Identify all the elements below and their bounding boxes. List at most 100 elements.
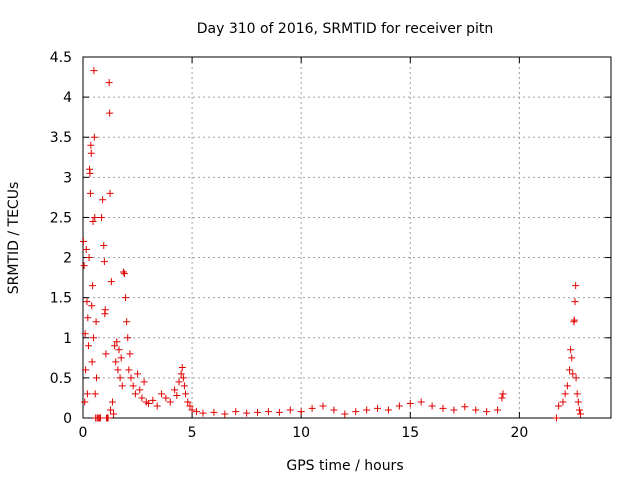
y-tick-label: 2.5	[50, 210, 72, 226]
data-point	[90, 67, 98, 75]
data-point-layer	[79, 67, 584, 422]
data-point	[576, 410, 584, 418]
y-tick-label: 3.5	[50, 130, 72, 146]
data-point	[171, 386, 179, 394]
data-point	[264, 408, 272, 416]
data-point	[173, 392, 181, 400]
data-point	[574, 398, 582, 406]
data-point	[117, 354, 125, 362]
x-axis-label: GPS time / hours	[286, 458, 403, 474]
data-point	[406, 400, 414, 408]
data-point	[118, 382, 126, 390]
y-tick-label: 2	[63, 251, 72, 267]
data-point	[84, 314, 92, 322]
data-point	[87, 141, 95, 149]
data-point	[98, 213, 106, 221]
data-point	[243, 409, 251, 417]
data-point	[126, 350, 134, 358]
data-point	[138, 394, 146, 402]
data-point	[107, 278, 115, 286]
data-point	[93, 374, 101, 382]
data-point	[319, 402, 327, 410]
data-point	[363, 406, 371, 414]
data-point	[134, 370, 142, 378]
data-point	[395, 402, 403, 410]
data-point	[188, 406, 196, 414]
data-point	[91, 390, 99, 398]
data-point	[568, 354, 576, 362]
data-point	[127, 374, 135, 382]
x-tick-label: 5	[188, 425, 197, 441]
data-point	[572, 374, 580, 382]
data-point	[461, 403, 469, 411]
data-point	[89, 217, 97, 225]
data-point	[499, 390, 507, 398]
data-point	[102, 350, 110, 358]
data-point	[116, 374, 124, 382]
data-point	[573, 390, 581, 398]
data-point	[308, 404, 316, 412]
data-point	[88, 358, 96, 366]
data-point	[571, 298, 579, 306]
data-point	[498, 394, 506, 402]
data-point	[124, 334, 132, 342]
data-point	[80, 262, 88, 270]
data-point	[561, 390, 569, 398]
data-point	[92, 318, 100, 326]
data-point	[82, 366, 90, 374]
data-point	[140, 378, 148, 386]
data-point	[125, 366, 133, 374]
y-tick-label: 4	[63, 90, 72, 106]
data-point	[221, 410, 229, 418]
data-point	[106, 189, 114, 197]
data-point	[166, 398, 174, 406]
data-point	[86, 189, 94, 197]
data-point	[178, 363, 186, 371]
tick-label-layer: 0 5 10 15 20 0 0.5 1 1.5 2 2.5 3 3.5 4 4.5	[50, 50, 529, 441]
data-point	[99, 196, 107, 204]
y-tick-label: 1.5	[50, 291, 72, 307]
data-point	[472, 406, 480, 414]
data-point	[572, 282, 580, 290]
data-point	[108, 398, 116, 406]
data-point	[149, 396, 157, 404]
data-point	[352, 408, 360, 416]
data-point	[175, 378, 183, 386]
data-point	[494, 406, 502, 414]
data-point	[91, 213, 99, 221]
data-point	[112, 358, 120, 366]
data-point	[113, 338, 121, 346]
data-point	[114, 366, 122, 374]
data-point	[129, 382, 137, 390]
data-point	[552, 414, 560, 422]
data-point	[555, 402, 563, 410]
y-tick-label: 4.5	[50, 50, 72, 66]
data-point	[96, 414, 104, 422]
tick-layer	[82, 56, 611, 419]
data-point	[192, 408, 200, 416]
y-tick-label: 3	[63, 170, 72, 186]
data-point	[120, 270, 128, 278]
data-point	[115, 346, 123, 354]
data-point	[119, 268, 127, 276]
data-point	[232, 408, 240, 416]
data-point	[83, 390, 91, 398]
data-point	[210, 408, 218, 416]
data-point	[286, 406, 294, 414]
data-point	[162, 394, 170, 402]
data-point	[569, 370, 577, 378]
data-point	[417, 398, 425, 406]
data-point	[83, 298, 91, 306]
data-point	[374, 404, 382, 412]
grid-layer	[83, 57, 611, 418]
data-point	[111, 342, 119, 350]
data-point	[144, 400, 152, 408]
data-point	[182, 390, 190, 398]
y-tick-label: 0	[63, 411, 72, 427]
data-point	[89, 282, 97, 290]
data-point	[88, 302, 96, 310]
data-point	[100, 258, 108, 266]
data-point	[84, 342, 92, 350]
data-point	[89, 334, 97, 342]
data-point	[186, 402, 194, 410]
